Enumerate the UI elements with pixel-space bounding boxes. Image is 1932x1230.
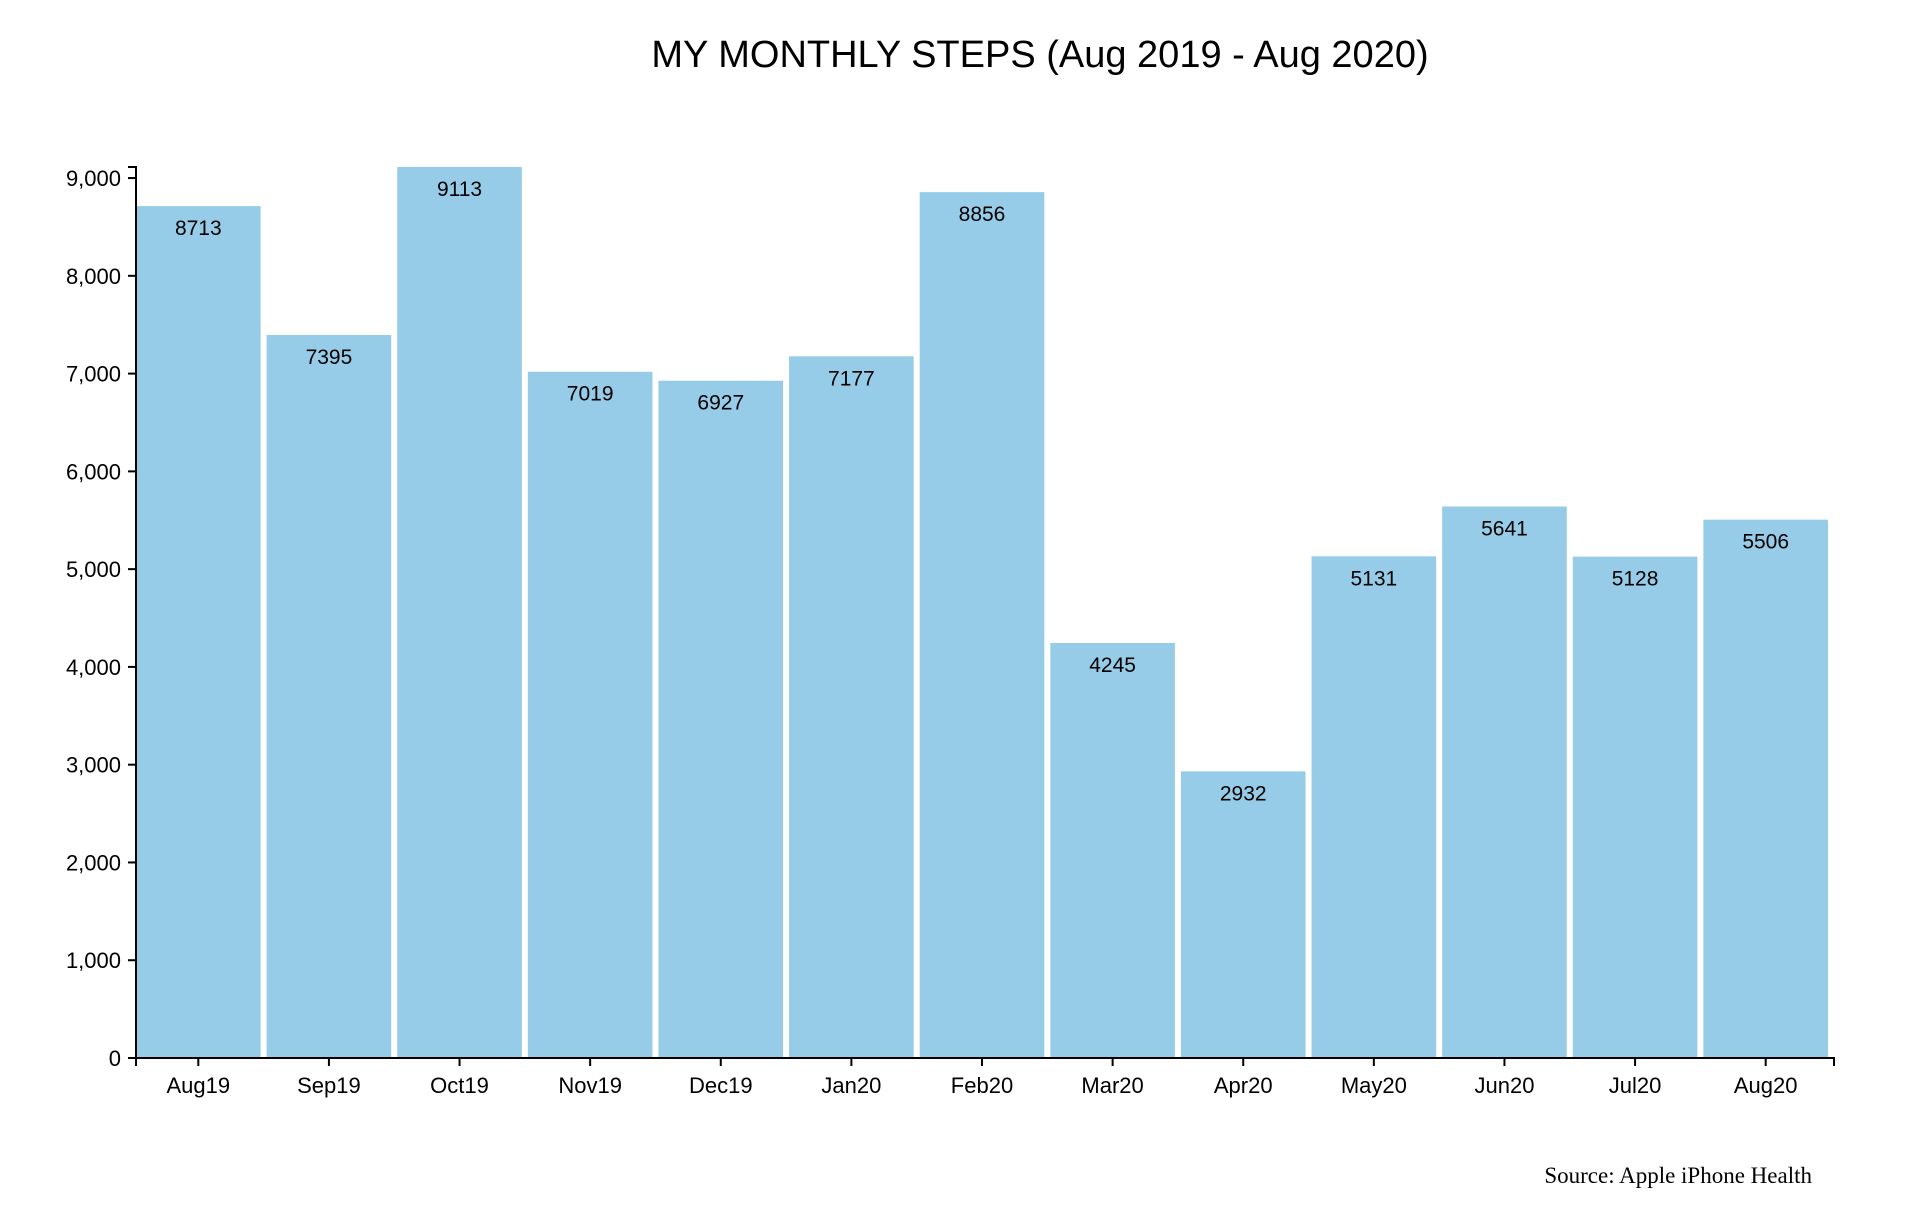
x-tick-label: Dec19	[689, 1073, 753, 1098]
x-tick-label: Jan20	[821, 1073, 881, 1098]
bar-Apr20	[1180, 771, 1306, 1058]
bar-labels-group: 8713 7395 9113 7019 6927 7177 8856 4245 2932 5131…	[175, 178, 1789, 805]
bar-Mar20	[1050, 642, 1175, 1058]
bar-value-label: 5128	[1612, 568, 1659, 591]
bar-Oct19	[397, 167, 522, 1058]
bar-value-label: 7177	[828, 367, 875, 390]
bar-Jul20	[1572, 556, 1698, 1058]
x-tick-label: Feb20	[951, 1073, 1013, 1098]
bar-value-label: 9113	[437, 178, 482, 201]
bar-Jan20	[789, 356, 914, 1059]
bar-value-label: 8856	[959, 203, 1006, 226]
x-tick-label: Sep19	[297, 1073, 361, 1098]
x-tick-label: Apr20	[1214, 1073, 1273, 1098]
x-tick-label: Nov19	[558, 1073, 622, 1098]
bar-Aug19	[136, 206, 261, 1059]
bar-value-label: 5506	[1742, 531, 1789, 554]
bar-value-label: 4245	[1089, 654, 1136, 677]
bars-group	[136, 167, 1828, 1059]
x-tick-label: Aug20	[1734, 1073, 1798, 1098]
x-tick-label: Mar20	[1081, 1073, 1143, 1098]
chart-title: MY MONTHLY STEPS (Aug 2019 - Aug 2020)	[651, 34, 1428, 76]
x-tick-label: Oct19	[430, 1073, 489, 1098]
y-tick-label: 6,000	[66, 459, 121, 484]
bar-value-label: 7019	[567, 383, 614, 406]
bar-Feb20	[919, 192, 1045, 1059]
y-tick-label: 2,000	[66, 850, 121, 875]
x-tick-label: May20	[1341, 1073, 1407, 1098]
bar-Dec19	[658, 380, 784, 1059]
x-tick-label: Jul20	[1609, 1073, 1662, 1098]
y-tick-label: 5,000	[66, 557, 121, 582]
bar-value-label: 5641	[1481, 517, 1528, 540]
y-tick-label: 0	[109, 1046, 121, 1071]
y-tick-label: 4,000	[66, 655, 121, 680]
bar-Aug20	[1703, 519, 1828, 1058]
y-tick-label: 1,000	[66, 948, 121, 973]
bar-May20	[1311, 556, 1437, 1058]
x-tick-label: Jun20	[1474, 1073, 1534, 1098]
bar-value-label: 8713	[175, 217, 222, 240]
bar-value-label: 7395	[306, 346, 353, 369]
y-axis: 0 1,000 2,000 3,000 4,000 5,000 6,000 7,000 8,00…	[66, 166, 137, 1071]
source-note: Source: Apple iPhone Health	[1544, 1163, 1812, 1188]
y-tick-label: 9,000	[66, 166, 121, 191]
y-tick-label: 7,000	[66, 362, 121, 387]
y-axis-line	[128, 166, 137, 1059]
bar-value-label: 2932	[1220, 782, 1267, 805]
bar-Jun20	[1442, 506, 1567, 1058]
bar-Sep19	[266, 334, 392, 1058]
bar-Nov19	[527, 371, 653, 1058]
bar-value-label: 5131	[1350, 567, 1397, 590]
x-axis-line	[135, 1057, 1835, 1066]
y-tick-label: 3,000	[66, 753, 121, 778]
x-axis: Aug19 Sep19 Oct19 Nov19 Dec19 Jan20 Feb20 Mar20…	[135, 1057, 1835, 1098]
x-tick-label: Aug19	[166, 1073, 230, 1098]
y-tick-label: 8,000	[66, 264, 121, 289]
bar-value-label: 6927	[697, 392, 744, 415]
